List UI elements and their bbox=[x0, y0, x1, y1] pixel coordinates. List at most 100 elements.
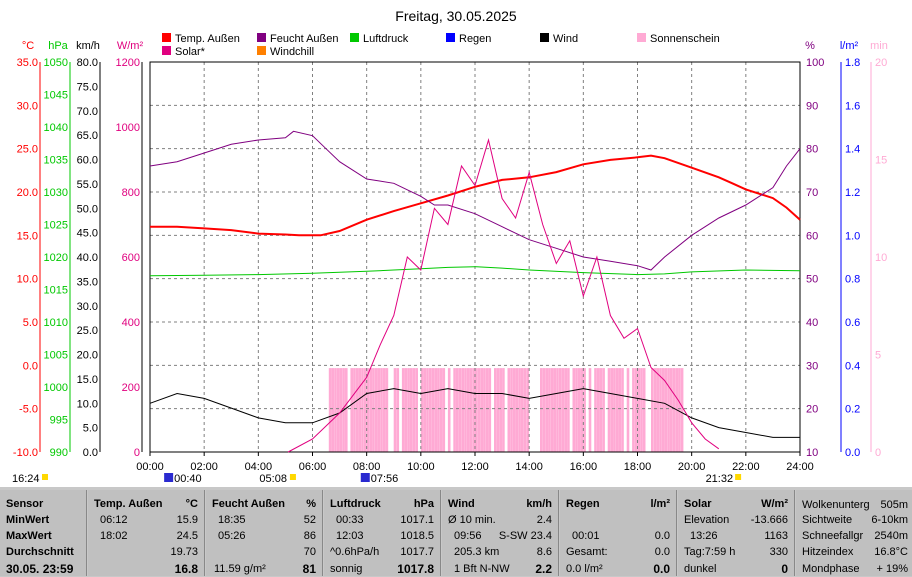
sunshine-bar bbox=[637, 368, 641, 452]
left-tick-label: 20.0 bbox=[17, 187, 38, 199]
left-axis-unit: hPa bbox=[48, 40, 68, 52]
left-tick-label: 50.0 bbox=[77, 203, 98, 215]
rain-head: Regen bbox=[566, 498, 600, 510]
wind-avg: 2.4 bbox=[536, 514, 552, 526]
right-tick-label: 15 bbox=[875, 155, 887, 167]
sunshine-bar bbox=[561, 368, 565, 452]
left-tick-label: 1200 bbox=[116, 57, 140, 69]
left-axis-unit: W/m² bbox=[117, 40, 144, 52]
right-tick-label: 60 bbox=[806, 230, 818, 242]
date-label: 30.05. 23:59 bbox=[6, 562, 74, 576]
right-tick-label: 10 bbox=[806, 447, 818, 459]
humidity-min: 52 bbox=[303, 514, 316, 526]
sunshine-bar bbox=[407, 368, 410, 452]
sunshine-bar bbox=[670, 368, 673, 452]
sunshine-bar bbox=[618, 368, 622, 452]
sunshine-bar bbox=[602, 368, 605, 452]
sunshine-bar bbox=[412, 368, 416, 452]
sunshine-bar bbox=[651, 368, 654, 452]
legend-swatch bbox=[446, 33, 455, 42]
left-tick-label: 40.0 bbox=[77, 252, 98, 264]
sunrise-icon bbox=[289, 474, 296, 480]
moon-phase: + 19% bbox=[876, 563, 909, 575]
temp-min-time: 06:12 bbox=[100, 514, 128, 526]
sunshine-bar bbox=[401, 368, 405, 452]
temp-avg: 19.73 bbox=[170, 546, 198, 558]
legend-swatch bbox=[637, 33, 646, 42]
sunshine-bar bbox=[588, 368, 592, 452]
sunshine-bar bbox=[664, 368, 668, 452]
sunshine-bar bbox=[456, 368, 459, 452]
sunshine-bar bbox=[540, 368, 543, 452]
sunshine-bar bbox=[515, 368, 519, 452]
left-tick-label: 35.0 bbox=[17, 57, 38, 69]
wind-mean: 8.6 bbox=[536, 546, 552, 558]
sunshine-bar bbox=[480, 368, 483, 452]
x-tick-label: 02:00 bbox=[190, 461, 218, 473]
rain-panel: Regen l/m² 00:01 0.0 Gesamt: 0.0 0.0 l/m… bbox=[560, 490, 677, 576]
sunshine-bar bbox=[477, 368, 481, 452]
current-time-label: 16:24 bbox=[12, 473, 40, 485]
humidity-current: 81 bbox=[302, 562, 316, 576]
left-tick-label: 5.0 bbox=[23, 317, 38, 329]
sunshine-bar bbox=[336, 368, 340, 452]
sunshine-bar bbox=[661, 368, 665, 452]
sunshine-bar bbox=[475, 368, 478, 452]
sunshine-bar bbox=[575, 368, 578, 452]
right-tick-label: 100 bbox=[806, 57, 824, 69]
rain-current: 0.0 bbox=[653, 562, 670, 576]
temp-min: 15.9 bbox=[176, 514, 198, 526]
series-luftdruck bbox=[149, 266, 801, 277]
visibility: 6-10km bbox=[871, 514, 908, 526]
sunshine-bar bbox=[385, 368, 389, 452]
right-tick-label: 50 bbox=[806, 274, 818, 286]
sunset-label: 21:32 bbox=[706, 473, 734, 485]
sunshine-bar bbox=[483, 368, 486, 452]
sunshine-bar bbox=[415, 368, 418, 452]
snowline-label: Schneefallgr bbox=[802, 530, 864, 542]
wind-head: Wind bbox=[448, 498, 475, 510]
sunshine-bar bbox=[626, 368, 630, 452]
sunshine-bar bbox=[361, 368, 364, 452]
right-tick-label: 0.4 bbox=[845, 360, 860, 372]
temp-panel: Temp. Außen °C 06:12 15.9 18:02 24.5 19.… bbox=[88, 490, 205, 576]
x-tick-label: 18:00 bbox=[624, 461, 652, 473]
left-tick-label: 800 bbox=[122, 187, 140, 199]
rain-rate: 0.0 bbox=[654, 530, 670, 542]
left-tick-label: 600 bbox=[122, 252, 140, 264]
left-tick-label: 30.0 bbox=[17, 100, 38, 112]
x-tick-label: 24:00 bbox=[786, 461, 814, 473]
left-tick-label: 200 bbox=[122, 382, 140, 394]
sunshine-bar bbox=[512, 368, 516, 452]
pressure-current: 1017.8 bbox=[397, 562, 434, 576]
sunshine-bar bbox=[434, 368, 437, 452]
sunshine-bar bbox=[369, 368, 372, 452]
sunshine-bar bbox=[437, 368, 440, 452]
sunshine-bar bbox=[358, 368, 362, 452]
right-tick-label: 0.8 bbox=[845, 274, 860, 286]
left-tick-label: 1035 bbox=[44, 155, 68, 167]
sunshine-bar bbox=[469, 368, 473, 452]
humidity-panel: Feucht Außen % 18:35 52 05:26 86 70 11.5… bbox=[206, 490, 323, 576]
pressure-max-time: 12:03 bbox=[336, 530, 364, 542]
left-tick-label: 10.0 bbox=[77, 398, 98, 410]
left-tick-label: 35.0 bbox=[77, 276, 98, 288]
legend-label: Sonnenschein bbox=[650, 33, 720, 45]
pressure-head: Luftdruck bbox=[330, 498, 381, 510]
max-label: MaxWert bbox=[6, 530, 52, 542]
wind-current: 2.2 bbox=[535, 562, 552, 576]
sunshine-bar bbox=[667, 368, 670, 452]
sunshine-bar bbox=[488, 368, 492, 452]
sunshine-bar bbox=[634, 368, 638, 452]
min-label: MinWert bbox=[6, 514, 50, 526]
moon-marker-icon bbox=[164, 473, 174, 482]
sunshine-bar bbox=[374, 368, 378, 452]
moon-phase-label: Mondphase bbox=[802, 563, 860, 575]
sunshine-bar bbox=[404, 368, 408, 452]
right-tick-label: 80 bbox=[806, 144, 818, 156]
sunshine-bar bbox=[431, 368, 435, 452]
legend-label: Temp. Außen bbox=[175, 33, 240, 45]
rain-total: 0.0 bbox=[654, 546, 670, 558]
chart-canvas: 35.0 30.0 25.0 20.0 15.0 10.0 5.0 0.0 -5.0 -10.0 °… bbox=[12, 8, 888, 485]
left-tick-label: 1030 bbox=[44, 187, 68, 199]
